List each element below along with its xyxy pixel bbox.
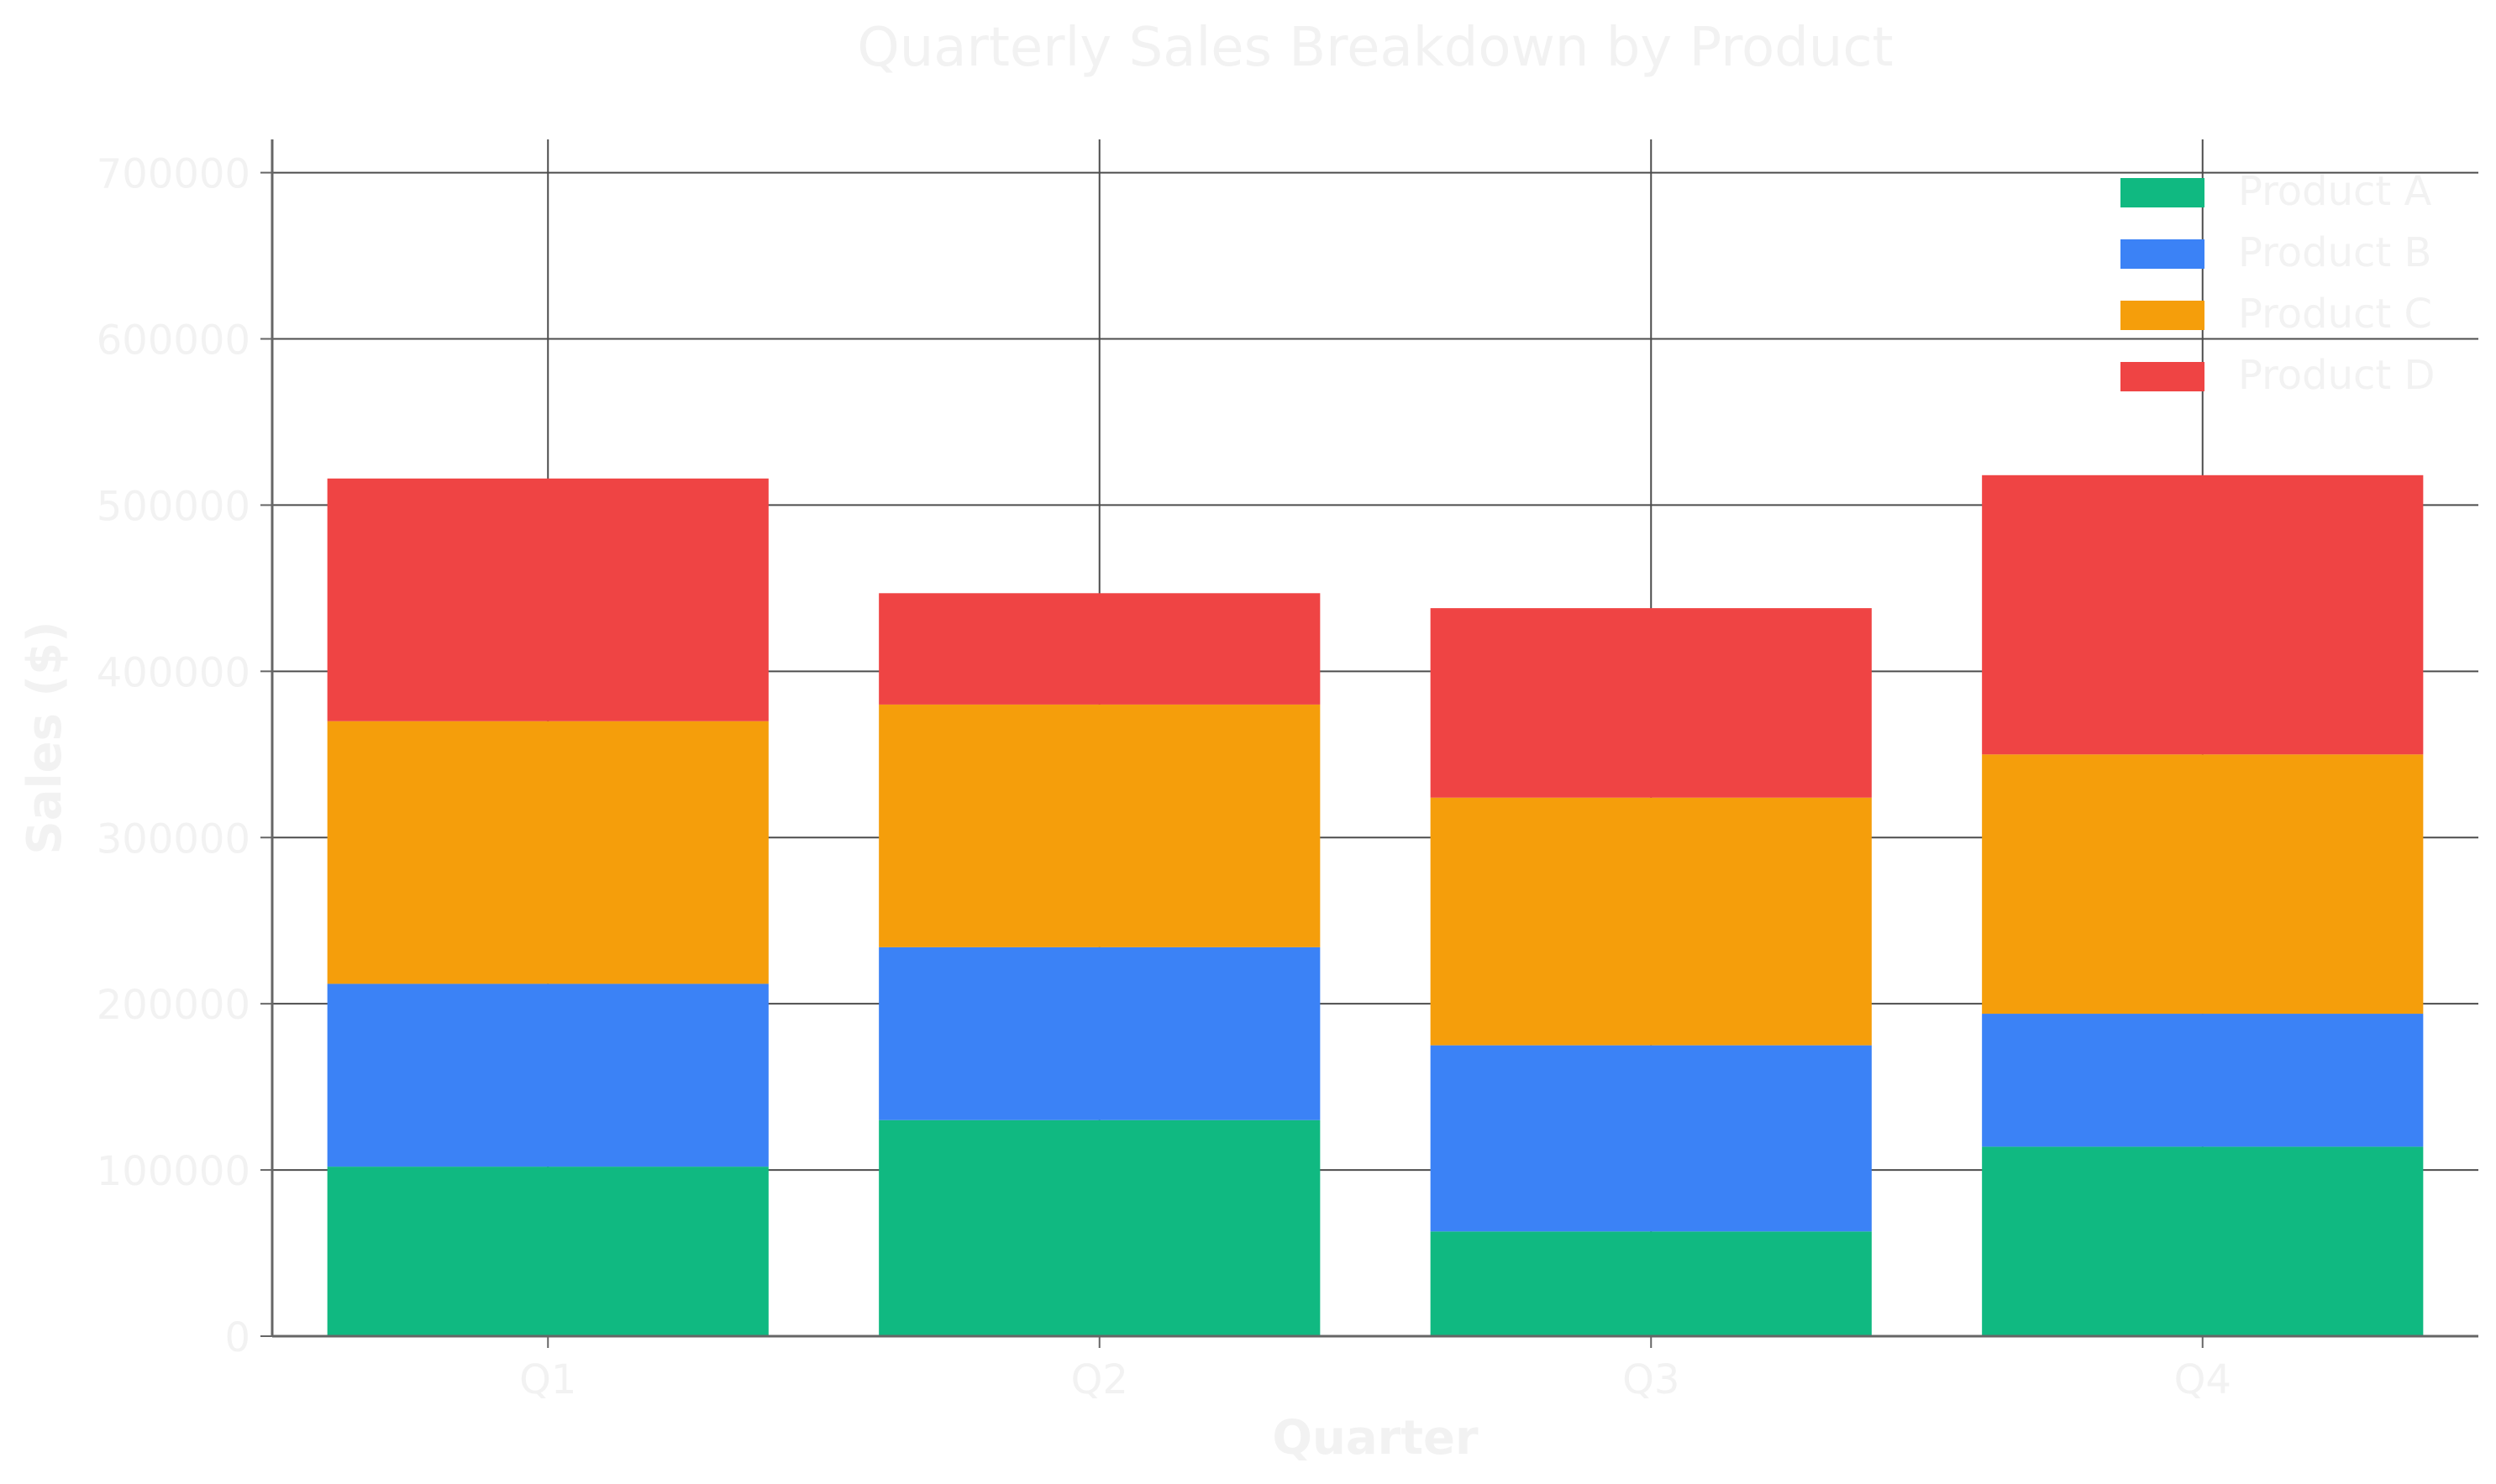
legend-label: Product D	[2238, 352, 2435, 399]
legend-label: Product A	[2238, 168, 2432, 215]
legend[interactable]: Product A Product B Product C Product D	[2120, 168, 2435, 399]
bar-q2-product-d	[879, 593, 1321, 705]
legend-item-product-d[interactable]: Product D	[2120, 352, 2435, 399]
legend-swatch	[2120, 178, 2204, 207]
y-tick-label: 600000	[97, 317, 250, 364]
legend-swatch	[2120, 239, 2204, 269]
bar-q1-product-c	[327, 721, 769, 984]
y-axis-label: Sales ($)	[18, 621, 72, 854]
legend-item-product-c[interactable]: Product C	[2120, 291, 2432, 338]
x-axis-label: Quarter	[1272, 1411, 1479, 1466]
bar-q4-product-b	[1982, 1014, 2424, 1147]
y-tick-label: 700000	[97, 151, 250, 198]
bar-q1-product-b	[327, 983, 769, 1167]
bar-q3-product-c	[1430, 797, 1872, 1046]
y-tick-label: 0	[224, 1314, 250, 1361]
y-tick-label: 300000	[97, 815, 250, 863]
bar-q4-product-c	[1982, 754, 2424, 1015]
y-tick-label: 400000	[97, 649, 250, 696]
bar-q3-product-d	[1430, 608, 1872, 798]
x-tick-label: Q1	[519, 1356, 576, 1403]
bar-q3-product-a	[1430, 1231, 1872, 1336]
legend-label: Product C	[2238, 291, 2432, 338]
legend-swatch	[2120, 362, 2204, 391]
y-tick-label: 100000	[97, 1148, 250, 1195]
bar-q3-product-b	[1430, 1045, 1872, 1232]
bar-q1-product-a	[327, 1167, 769, 1336]
y-tick-label: 200000	[97, 982, 250, 1029]
bar-q4-product-d	[1982, 475, 2424, 755]
legend-item-product-b[interactable]: Product B	[2120, 229, 2431, 276]
chart-title: Quarterly Sales Breakdown by Product	[857, 17, 1893, 79]
legend-swatch	[2120, 301, 2204, 330]
x-tick-label: Q3	[1622, 1356, 1679, 1403]
bar-q2-product-c	[879, 704, 1321, 947]
bar-q2-product-a	[879, 1120, 1321, 1336]
x-tick-label: Q2	[1071, 1356, 1128, 1403]
y-tick-label: 500000	[97, 483, 250, 530]
tick-labels: 0 100000 200000 300000 400000 500000 600000 700…	[97, 151, 2231, 1403]
bar-q1-product-d	[327, 478, 769, 721]
legend-item-product-a[interactable]: Product A	[2120, 168, 2432, 215]
bar-q2-product-b	[879, 947, 1321, 1120]
bar-q4-product-a	[1982, 1146, 2424, 1336]
x-tick-label: Q4	[2174, 1356, 2231, 1403]
bars	[327, 475, 2424, 1336]
legend-label: Product B	[2238, 229, 2431, 276]
